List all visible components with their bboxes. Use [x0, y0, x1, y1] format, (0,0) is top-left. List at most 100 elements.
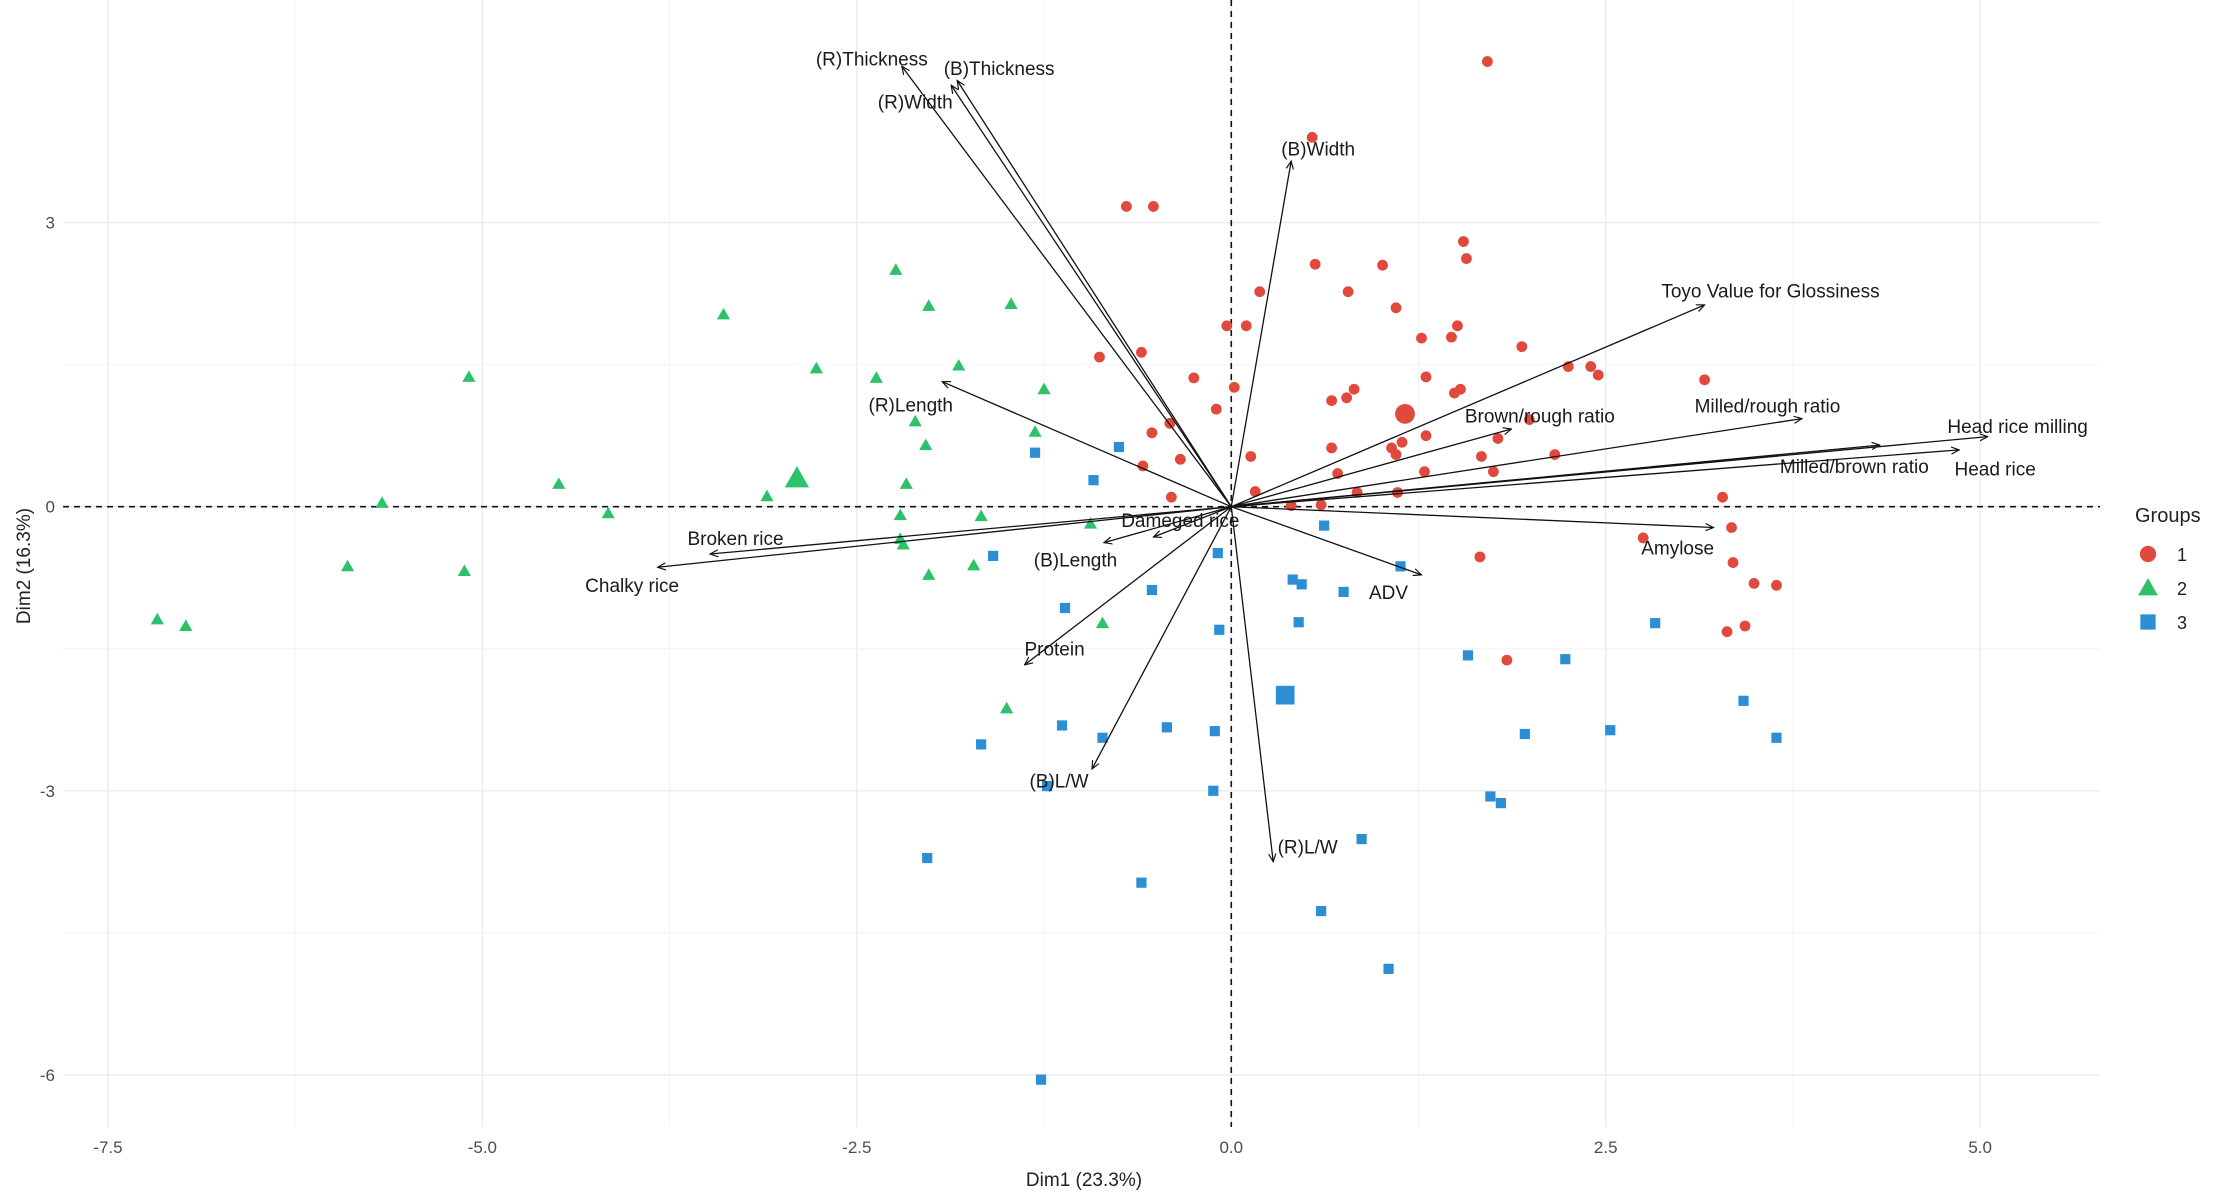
data-point-group-1 [1348, 383, 1360, 395]
data-point-group-2 [869, 371, 883, 383]
data-point-group-2 [1000, 701, 1014, 714]
data-point-group-2 [919, 438, 933, 451]
tick-labels: -7.5 -5.0 -2.5 0.0 2.5 5.0 -6 -3 0 3 [40, 214, 1992, 1157]
data-point-group-2 [889, 263, 903, 275]
vector-arrow [902, 66, 1232, 508]
data-point-group-2 [908, 414, 922, 427]
data-point-group-3 [1056, 720, 1068, 731]
vector-label: Protein [1024, 640, 1084, 661]
data-point-group-3 [1041, 780, 1053, 792]
data-point-group-1 [1221, 320, 1233, 332]
data-point-group-3 [1287, 574, 1298, 585]
vector-label: Brown/rough ratio [1465, 407, 1615, 428]
data-point-group-3 [1293, 617, 1304, 628]
x-tick-label: -5.0 [468, 1138, 497, 1157]
vector-arrow [1153, 506, 1232, 537]
data-point-group-2 [922, 299, 936, 311]
data-point-group-1 [1726, 522, 1737, 533]
x-tick-label: -2.5 [842, 1138, 871, 1157]
data-point-group-1 [1165, 491, 1177, 503]
data-point-group-1 [1136, 346, 1147, 358]
vector-label: Broken rice [687, 529, 783, 550]
data-point-group-1 [1137, 460, 1149, 472]
data-point-group-1 [1306, 131, 1318, 143]
data-point-group-2 [552, 477, 566, 489]
data-point-group-1 [1592, 369, 1604, 381]
data-point-group-1 [1523, 414, 1535, 425]
data-point-group-3 [1035, 1074, 1047, 1085]
data-point-group-3 [1146, 584, 1157, 596]
vector-label: (R)Thickness [816, 50, 928, 71]
vector-label: Head rice milling [1947, 417, 2087, 438]
data-point-group-2 [952, 358, 966, 371]
data-point-group-1 [1326, 395, 1338, 407]
data-points [150, 56, 1782, 1085]
data-point-group-1 [1326, 442, 1338, 454]
vector-arrow [1231, 506, 1713, 528]
data-point-group-3 [1383, 963, 1394, 974]
vector-label: Head rice [1954, 460, 2035, 481]
data-point-group-1 [1341, 392, 1353, 404]
vector-arrow [1231, 419, 1802, 508]
centroid-group-2 [784, 466, 810, 488]
data-point-group-1 [1739, 620, 1751, 632]
vector-arrow [1230, 161, 1291, 507]
legend-title: Groups [2135, 505, 2201, 527]
legend-key-group-1 [2139, 545, 2157, 563]
data-point-group-1 [1315, 499, 1327, 511]
data-point-group-1 [1476, 451, 1487, 462]
vector-arrow [658, 506, 1232, 568]
data-point-group-3 [976, 739, 987, 750]
data-point-group-2 [760, 489, 774, 502]
data-point-group-3 [1209, 726, 1220, 737]
grid [63, 0, 2100, 1127]
data-point-group-1 [1487, 466, 1499, 478]
y-axis-label: Dim2 (16.3%) [14, 508, 35, 624]
data-point-group-1 [1419, 466, 1430, 478]
data-point-group-1 [1249, 486, 1261, 497]
data-point-group-1 [1449, 387, 1460, 399]
data-point-group-3 [1319, 520, 1330, 531]
legend: Groups 1 2 3 [2135, 505, 2201, 633]
data-point-group-1 [1727, 557, 1739, 568]
reference-lines [63, 0, 2100, 1127]
vector-label: Milled/brown ratio [1780, 457, 1929, 478]
data-point-group-2 [967, 558, 981, 571]
data-point-group-2 [899, 477, 913, 489]
vector-arrow [1231, 450, 1959, 508]
data-point-group-1 [1420, 371, 1432, 383]
vector-arrow [1231, 506, 1421, 575]
variable-vectors: (R)Thickness (B)Thickness (R)Width (B)Width… [585, 50, 2088, 862]
data-point-group-2 [150, 612, 164, 625]
data-point-group-1 [1396, 436, 1408, 448]
data-point-group-3 [1214, 624, 1225, 635]
vector-arrow [1231, 445, 1880, 508]
data-point-group-2 [375, 496, 389, 508]
data-point-group-2 [1028, 425, 1042, 437]
vector-arrow [1231, 305, 1704, 508]
x-tick-label: 0.0 [1219, 1138, 1243, 1157]
data-point-group-1 [1461, 253, 1472, 264]
vector-arrow [957, 81, 1232, 508]
y-tick-label: 0 [46, 498, 55, 517]
vector-label: Amylose [1641, 538, 1714, 559]
data-point-group-3 [1356, 833, 1367, 845]
data-point-group-3 [1771, 732, 1782, 743]
y-tick-label: -6 [40, 1066, 55, 1085]
data-point-group-1 [1210, 403, 1222, 415]
data-point-group-2 [1037, 382, 1051, 395]
data-point-group-1 [1492, 433, 1504, 444]
data-point-group-3 [1485, 791, 1496, 802]
legend-key-group-3 [2140, 614, 2156, 630]
data-point-group-1 [1452, 320, 1463, 332]
data-point-group-1 [1245, 451, 1257, 462]
data-point-group-3 [1088, 475, 1099, 486]
vector-label: (R)L/W [1278, 838, 1338, 859]
data-point-group-3 [988, 550, 999, 562]
data-point-group-3 [1208, 785, 1219, 796]
data-point-group-3 [1161, 722, 1172, 733]
data-point-group-3 [1212, 547, 1223, 559]
data-point-group-3 [1113, 441, 1125, 453]
